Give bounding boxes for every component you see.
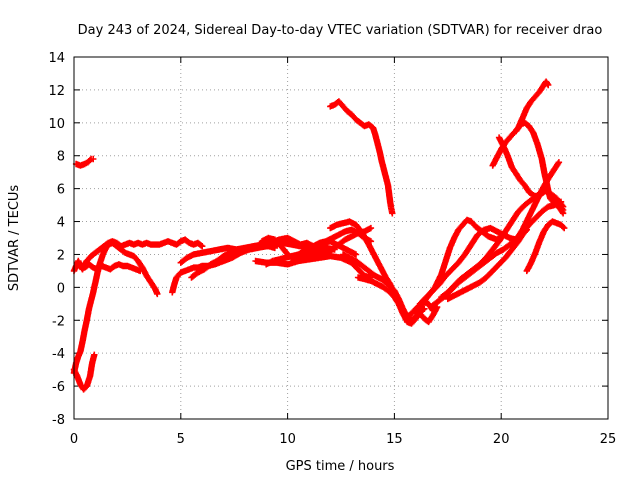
y-tick-label: 6 — [57, 183, 65, 198]
series-markers — [252, 252, 375, 281]
series-track-3 — [72, 155, 97, 169]
x-tick-label: 15 — [386, 432, 403, 447]
plot-frame — [73, 56, 609, 420]
series-track-21 — [444, 226, 530, 303]
y-tick-label: 4 — [57, 216, 65, 231]
series-markers — [438, 187, 567, 301]
series-markers — [81, 261, 144, 275]
y-tick-label: -8 — [52, 413, 65, 428]
y-tick-label: -6 — [52, 380, 65, 395]
series-markers — [188, 243, 278, 281]
x-tick-label: 5 — [177, 432, 185, 447]
x-tick-label: 10 — [279, 432, 296, 447]
series-markers — [444, 226, 530, 303]
series-markers — [513, 119, 567, 217]
series-markers — [523, 218, 568, 275]
y-tick-label: 2 — [57, 248, 65, 263]
series-track-16 — [327, 98, 396, 217]
series-markers — [83, 236, 206, 265]
x-tick-label: 25 — [600, 432, 617, 447]
y-tick-label: 14 — [48, 51, 65, 66]
x-tick-label: 0 — [70, 432, 78, 447]
series-markers — [70, 239, 161, 377]
series-track-4 — [70, 239, 161, 377]
axis-ticks: 0 5 10 15 20 25 -8 -6 -4 -2 0 2 4 6 8 10 12 14 — [48, 51, 616, 447]
series-track-9 — [188, 243, 278, 281]
data-markers — [70, 78, 568, 393]
series-markers — [327, 98, 396, 217]
chart-title: Day 243 of 2024, Sidereal Day-to-day VTE… — [78, 23, 603, 38]
series-markers — [72, 155, 97, 169]
series-track-5 — [83, 236, 206, 265]
x-tick-label: 20 — [493, 432, 510, 447]
y-tick-label: -2 — [52, 314, 65, 329]
series-track-24 — [513, 119, 567, 217]
series-track-6 — [81, 261, 144, 275]
series-track-14 — [339, 251, 441, 326]
y-tick-label: 8 — [57, 150, 65, 165]
series-track-12 — [252, 252, 375, 281]
y-axis-label: SDTVAR / TECUs — [7, 185, 22, 292]
series-track-25 — [523, 218, 568, 275]
y-tick-label: 10 — [48, 117, 65, 132]
y-tick-label: 12 — [48, 84, 65, 99]
y-tick-label: 0 — [57, 281, 65, 296]
y-tick-label: -4 — [52, 347, 65, 362]
x-axis-label: GPS time / hours — [286, 459, 395, 474]
series-track-20 — [438, 187, 567, 301]
series-markers — [339, 251, 441, 326]
